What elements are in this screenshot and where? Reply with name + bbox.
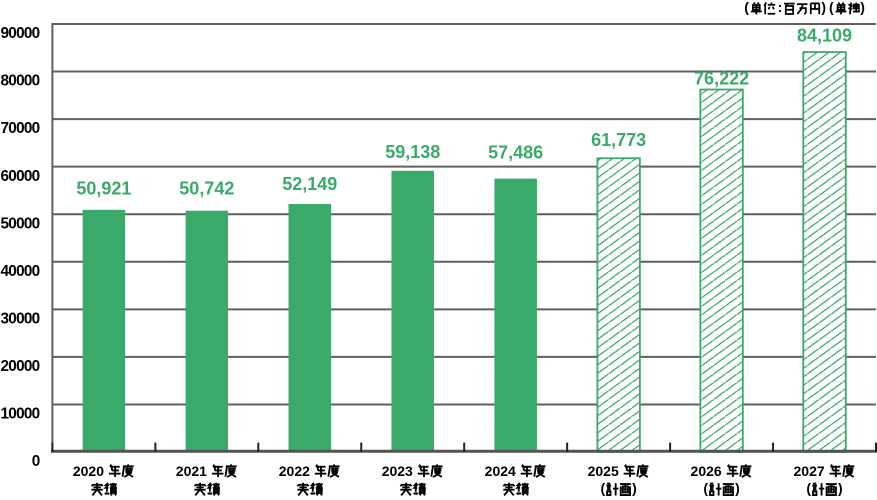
svg-text:): )	[821, 0, 826, 15]
svg-text:90000: 90000	[0, 25, 39, 42]
svg-text:20000: 20000	[0, 358, 39, 375]
svg-text:60000: 60000	[0, 168, 39, 185]
svg-text:(: (	[806, 480, 811, 496]
svg-text:(: (	[703, 480, 708, 496]
svg-text:50000: 50000	[0, 215, 39, 232]
svg-text:10000: 10000	[0, 406, 39, 423]
svg-text:): )	[838, 480, 843, 496]
svg-text:40000: 40000	[0, 263, 39, 280]
svg-text:80000: 80000	[0, 73, 39, 90]
svg-text:50,742: 50,742	[179, 178, 234, 198]
svg-text:): )	[632, 480, 637, 496]
svg-text:57,486: 57,486	[488, 143, 543, 163]
svg-text:50,921: 50,921	[76, 178, 131, 198]
svg-text:2021: 2021	[176, 463, 207, 479]
svg-text:2023: 2023	[382, 463, 413, 479]
svg-text:): )	[735, 480, 740, 496]
svg-text:(: (	[829, 0, 834, 15]
svg-text:2022: 2022	[279, 463, 310, 479]
svg-text:0: 0	[32, 453, 40, 470]
svg-text:70000: 70000	[0, 120, 39, 137]
svg-text:59,138: 59,138	[385, 142, 440, 162]
svg-text::: :	[778, 0, 783, 15]
svg-text:30000: 30000	[0, 310, 39, 327]
svg-text:2026: 2026	[691, 463, 722, 479]
svg-text:61,773: 61,773	[591, 130, 646, 150]
svg-text:(: (	[744, 0, 749, 15]
svg-text:2020: 2020	[73, 463, 104, 479]
svg-text:76,222: 76,222	[694, 69, 749, 89]
svg-text:2027: 2027	[794, 463, 825, 479]
svg-text:2024: 2024	[485, 463, 516, 479]
svg-text:52,149: 52,149	[282, 174, 337, 194]
svg-text:): )	[860, 0, 865, 15]
svg-text:84,109: 84,109	[797, 25, 852, 45]
svg-text:2025: 2025	[588, 463, 619, 479]
svg-text:(: (	[600, 480, 605, 496]
